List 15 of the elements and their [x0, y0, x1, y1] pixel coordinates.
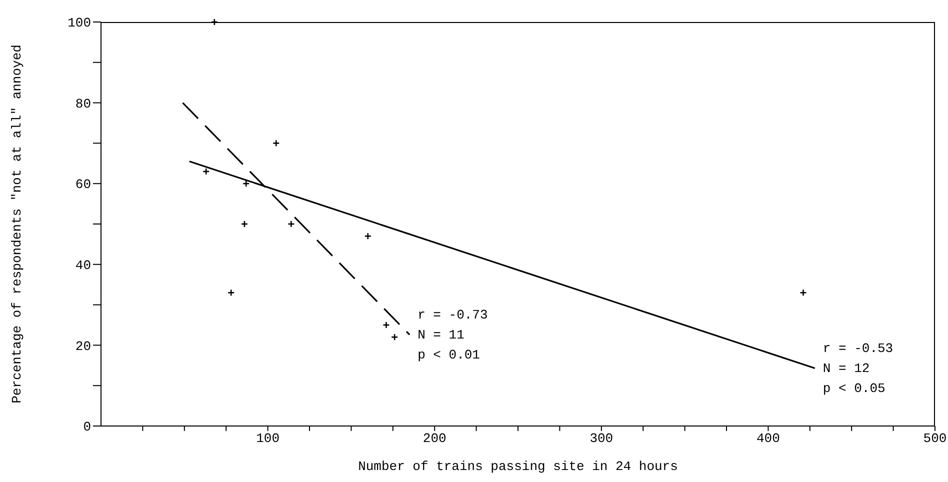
x-tick-label: 200 — [422, 431, 446, 446]
x-tick-label: 400 — [756, 431, 780, 446]
y-tick-label: 0 — [83, 420, 91, 435]
x-tick-label: 100 — [256, 431, 280, 446]
y-tick-label: 40 — [75, 258, 91, 274]
y-tick-label: 60 — [75, 177, 91, 192]
y-tick-label: 100 — [68, 16, 91, 31]
x-axis-title: Number of trains passing site in 24 hours — [358, 459, 678, 474]
annotation: r = -0.73 N = 11 p < 0.01 — [418, 308, 488, 363]
y-axis-title: Percentage of respondents "not at all" annoyed — [10, 44, 25, 404]
x-tick-label: 300 — [590, 431, 614, 446]
y-tick-label: 80 — [75, 96, 91, 112]
x-tick-label: 500 — [923, 431, 947, 446]
y-tick-label: 20 — [75, 338, 91, 354]
annotation: r = -0.53 N = 12 p < 0.05 — [822, 341, 894, 396]
